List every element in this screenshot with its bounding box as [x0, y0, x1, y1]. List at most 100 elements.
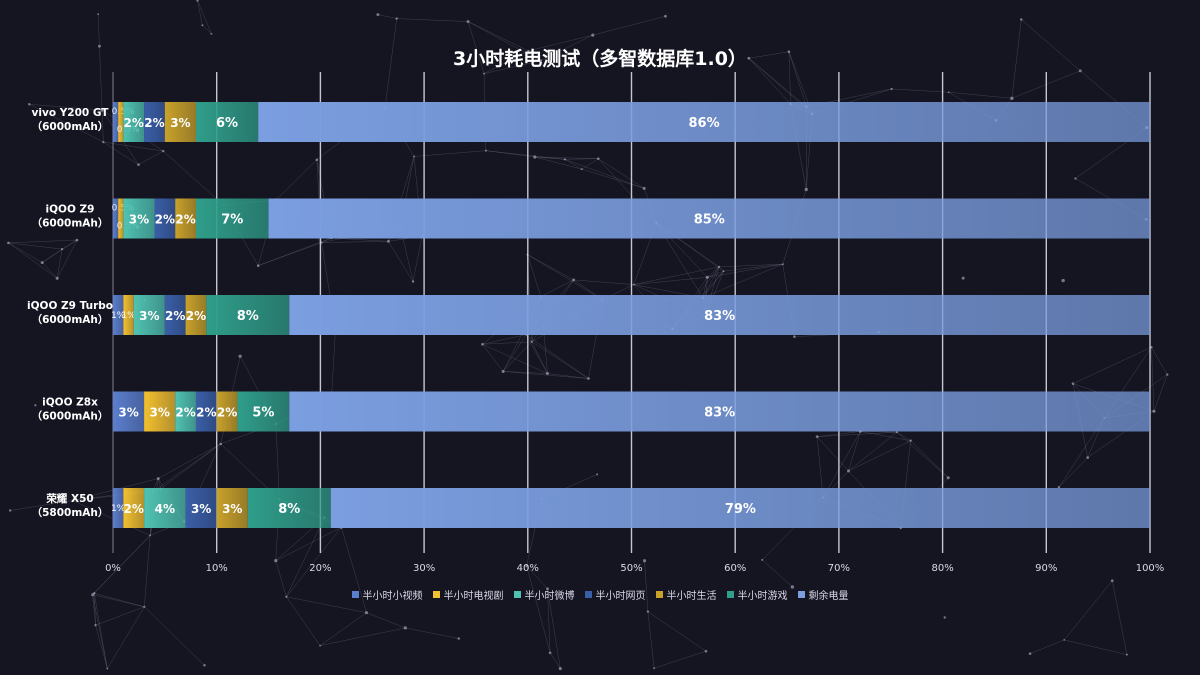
background-line: [160, 443, 221, 489]
bar-segment: [216, 391, 238, 432]
background-line: [258, 237, 332, 266]
bar-segment: [113, 391, 145, 432]
bar-segment: [268, 198, 1150, 239]
background-line: [1011, 19, 1022, 99]
background-star: [632, 283, 635, 286]
data-label: 85%: [694, 213, 725, 228]
legend-swatch: [797, 591, 805, 598]
background-line: [99, 46, 103, 111]
background-line: [707, 270, 724, 278]
background-line: [8, 242, 58, 279]
data-label: 3%: [222, 502, 242, 516]
legend-item: 半小时网页: [584, 587, 646, 602]
background-line: [144, 535, 151, 607]
bar-segment: [175, 198, 196, 239]
data-label: 2%: [144, 116, 164, 130]
legend-label: 半小时小视频: [362, 591, 423, 602]
background-line: [8, 239, 77, 244]
background-line: [564, 158, 599, 160]
background-star: [717, 265, 721, 268]
background-line: [94, 592, 145, 608]
bar-segment: [258, 102, 1150, 142]
bars-group: 0.5%0.5%2%2%3%6%86%0.5%0.5%3%2%2%7%85%1%…: [111, 102, 1150, 528]
background-line: [92, 535, 151, 595]
background-star: [219, 442, 222, 446]
background-line: [484, 60, 541, 74]
background-line: [549, 652, 561, 669]
background-star: [587, 377, 590, 380]
background-star: [895, 431, 898, 434]
x-tick-label: 70%: [828, 563, 850, 574]
legend-swatch: [432, 591, 440, 598]
background-line: [525, 334, 548, 374]
background-star: [315, 158, 319, 162]
background-line: [502, 341, 533, 372]
background-star: [7, 241, 10, 245]
background-line: [485, 150, 565, 160]
background-star: [319, 644, 321, 647]
background-star: [8, 509, 12, 512]
background-line: [654, 650, 707, 669]
background-line: [286, 517, 325, 597]
background-line: [144, 606, 205, 666]
background-line: [482, 343, 548, 374]
background-star: [722, 270, 725, 273]
data-label: 1%: [111, 504, 126, 514]
background-line: [482, 341, 532, 345]
background-star: [97, 44, 101, 48]
x-tick-label: 0%: [105, 563, 121, 574]
background-star: [100, 108, 104, 112]
data-label: 8%: [237, 309, 259, 324]
background-line: [816, 436, 824, 498]
background-line: [61, 239, 78, 250]
background-line: [503, 371, 589, 379]
background-line: [483, 50, 529, 74]
background-star: [162, 149, 165, 153]
background-line: [581, 158, 599, 170]
legend-label: 半小时网页: [595, 591, 646, 602]
background-line: [948, 91, 1012, 99]
data-label: 2%: [124, 502, 144, 516]
background-line: [822, 431, 861, 498]
background-line: [42, 248, 63, 263]
background-star: [653, 667, 656, 670]
background-star: [1150, 346, 1153, 349]
background-line: [94, 593, 96, 626]
background-line: [377, 14, 397, 19]
background-line: [202, 25, 212, 34]
legend-label: 半小时微博: [524, 591, 575, 602]
background-star: [1166, 373, 1169, 376]
background-line: [1153, 374, 1168, 412]
background-line: [197, 0, 203, 26]
background-line: [94, 593, 108, 669]
bar-segment: [154, 198, 176, 239]
bar-segment: [118, 102, 124, 142]
data-label: 2%: [175, 213, 195, 227]
background-star: [156, 477, 160, 480]
x-tick-label: 20%: [309, 563, 331, 574]
background-line: [702, 277, 708, 298]
background-line: [633, 266, 720, 285]
background-star: [466, 20, 470, 24]
background-line: [860, 431, 911, 441]
data-label: 2%: [186, 309, 206, 323]
background-star: [530, 340, 533, 343]
background-star: [527, 49, 530, 52]
bar-segment: [247, 488, 331, 528]
background-line: [817, 431, 897, 437]
background-line: [547, 373, 589, 379]
bar-segment: [113, 198, 119, 239]
background-line: [534, 156, 599, 159]
background-star: [1063, 638, 1066, 641]
background-line: [94, 535, 151, 594]
background-star: [411, 280, 415, 283]
background-line: [101, 110, 104, 143]
background-line: [388, 241, 414, 282]
background-line: [286, 527, 342, 597]
background-line: [331, 237, 389, 242]
background-star: [1061, 278, 1065, 283]
background-star: [943, 616, 946, 619]
background-star: [143, 605, 146, 608]
background-line: [158, 443, 221, 479]
background-star: [1078, 69, 1082, 73]
